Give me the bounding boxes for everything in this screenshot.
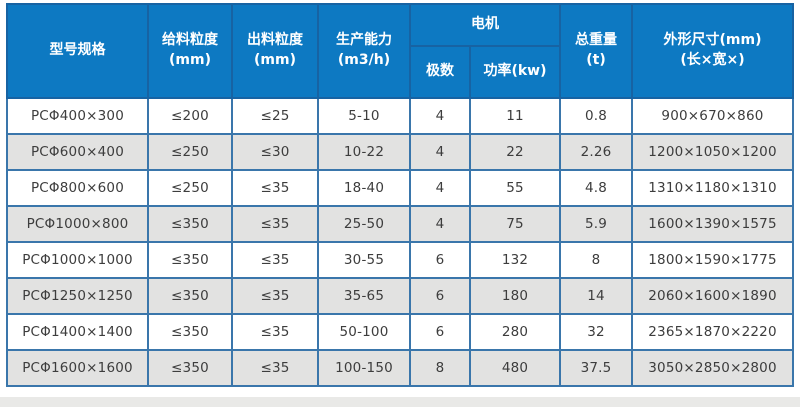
table-cell: 10-22 <box>317 133 411 171</box>
table-cell: ≤350 <box>147 277 233 315</box>
table-cell: 30-55 <box>317 241 411 279</box>
table-cell: 50-100 <box>317 313 411 351</box>
cell-model: PCΦ800×600 <box>6 169 149 207</box>
table-cell: 14 <box>559 277 633 315</box>
table-cell: ≤35 <box>231 313 319 351</box>
col-header-feed: 给料粒度 (mm) <box>147 3 233 99</box>
table-cell: ≤350 <box>147 313 233 351</box>
col-header-model: 型号规格 <box>6 3 149 99</box>
table-row: PCΦ1600×1600 ≤350 ≤35 100-150 8 480 37.5… <box>6 349 794 387</box>
header-row-main: 型号规格 给料粒度 (mm) 出料粒度 (mm) 生产能力 (m3/h) 电机 … <box>6 3 794 99</box>
table-cell: 32 <box>559 313 633 351</box>
table-cell: ≤30 <box>231 133 319 171</box>
table-cell: 6 <box>409 313 471 351</box>
table-cell: 37.5 <box>559 349 633 387</box>
table-cell: 1200×1050×1200 <box>631 133 794 171</box>
table-cell: ≤35 <box>231 169 319 207</box>
table-cell: ≤350 <box>147 349 233 387</box>
table-cell: 8 <box>409 349 471 387</box>
table-cell: 75 <box>469 205 561 243</box>
cell-model: PCΦ600×400 <box>6 133 149 171</box>
table-row: PCΦ600×400 ≤250 ≤30 10-22 4 22 2.26 1200… <box>6 133 794 171</box>
table-row: PCΦ400×300 ≤200 ≤25 5-10 4 11 0.8 900×67… <box>6 97 794 135</box>
table-cell: 2060×1600×1890 <box>631 277 794 315</box>
table-cell: 55 <box>469 169 561 207</box>
table-body: PCΦ400×300 ≤200 ≤25 5-10 4 11 0.8 900×67… <box>6 97 794 387</box>
table-cell: 180 <box>469 277 561 315</box>
col-header-poles: 极数 <box>409 45 471 99</box>
table-cell: ≤35 <box>231 349 319 387</box>
table-cell: 4.8 <box>559 169 633 207</box>
table-cell: 900×670×860 <box>631 97 794 135</box>
table-cell: 480 <box>469 349 561 387</box>
table-cell: ≤250 <box>147 133 233 171</box>
table-cell: ≤25 <box>231 97 319 135</box>
table-row: PCΦ1000×800 ≤350 ≤35 25-50 4 75 5.9 1600… <box>6 205 794 243</box>
page-background-strip <box>0 397 800 407</box>
table-cell: 5-10 <box>317 97 411 135</box>
table-cell: 4 <box>409 205 471 243</box>
header-row-sub: 极数 功率(kw) <box>7 45 793 99</box>
table-cell: ≤35 <box>231 205 319 243</box>
table-row: PCΦ800×600 ≤250 ≤35 18-40 4 55 4.8 1310×… <box>6 169 794 207</box>
table-cell: 4 <box>409 97 471 135</box>
table-cell: 2.26 <box>559 133 633 171</box>
col-header-power: 功率(kw) <box>469 45 561 99</box>
table-cell: ≤200 <box>147 97 233 135</box>
table-cell: 3050×2850×2800 <box>631 349 794 387</box>
table-header: 型号规格 给料粒度 (mm) 出料粒度 (mm) 生产能力 (m3/h) 电机 … <box>6 3 794 99</box>
table-cell: ≤250 <box>147 169 233 207</box>
table-cell: 4 <box>409 169 471 207</box>
table-cell: ≤35 <box>231 277 319 315</box>
col-header-discharge: 出料粒度 (mm) <box>231 3 319 99</box>
col-header-motor: 电机 <box>409 3 561 47</box>
table-row: PCΦ1400×1400 ≤350 ≤35 50-100 6 280 32 23… <box>6 313 794 351</box>
table-cell: 280 <box>469 313 561 351</box>
table-cell: 22 <box>469 133 561 171</box>
cell-model: PCΦ1400×1400 <box>6 313 149 351</box>
table-cell: 35-65 <box>317 277 411 315</box>
table-cell: ≤35 <box>231 241 319 279</box>
table-cell: 25-50 <box>317 205 411 243</box>
table-cell: ≤350 <box>147 205 233 243</box>
table-row: PCΦ1000×1000 ≤350 ≤35 30-55 6 132 8 1800… <box>6 241 794 279</box>
table-cell: 0.8 <box>559 97 633 135</box>
table-cell: ≤350 <box>147 241 233 279</box>
table-cell: 11 <box>469 97 561 135</box>
table-cell: 18-40 <box>317 169 411 207</box>
cell-model: PCΦ400×300 <box>6 97 149 135</box>
table-cell: 6 <box>409 241 471 279</box>
table-cell: 4 <box>409 133 471 171</box>
table-cell: 1600×1390×1575 <box>631 205 794 243</box>
col-header-capacity: 生产能力 (m3/h) <box>317 3 411 99</box>
cell-model: PCΦ1600×1600 <box>6 349 149 387</box>
col-header-dimensions: 外形尺寸(mm) (长×宽×) <box>631 3 794 99</box>
cell-model: PCΦ1000×800 <box>6 205 149 243</box>
table-cell: 2365×1870×2220 <box>631 313 794 351</box>
table-cell: 1800×1590×1775 <box>631 241 794 279</box>
table-cell: 6 <box>409 277 471 315</box>
col-header-weight: 总重量 (t) <box>559 3 633 99</box>
cell-model: PCΦ1250×1250 <box>6 277 149 315</box>
table-cell: 8 <box>559 241 633 279</box>
table-cell: 5.9 <box>559 205 633 243</box>
table-cell: 132 <box>469 241 561 279</box>
table-cell: 100-150 <box>317 349 411 387</box>
table-cell: 1310×1180×1310 <box>631 169 794 207</box>
table-row: PCΦ1250×1250 ≤350 ≤35 35-65 6 180 14 206… <box>6 277 794 315</box>
spec-table: 型号规格 给料粒度 (mm) 出料粒度 (mm) 生产能力 (m3/h) 电机 … <box>6 3 794 387</box>
cell-model: PCΦ1000×1000 <box>6 241 149 279</box>
